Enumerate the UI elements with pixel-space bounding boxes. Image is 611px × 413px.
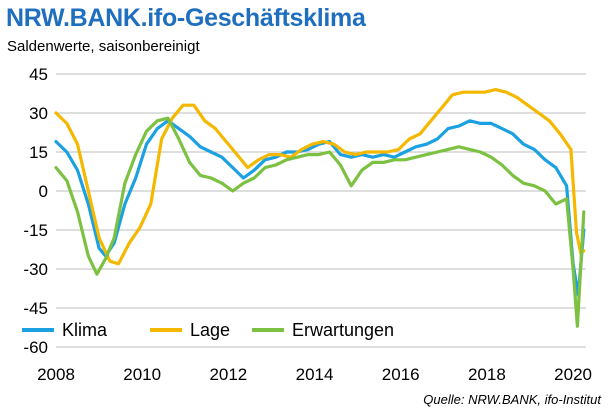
x-tick-label: 2014 — [296, 365, 334, 384]
y-tick-label: 15 — [29, 143, 48, 162]
y-tick-label: 30 — [29, 104, 48, 123]
legend: Klima Lage Erwartungen — [22, 320, 394, 340]
x-axis-ticks: 2008 2010 2012 2014 2016 2018 2020 — [37, 365, 592, 384]
source-note: Quelle: NRW.BANK, ifo-Institut — [423, 392, 601, 407]
x-tick-label: 2016 — [382, 365, 420, 384]
chart-subtitle: Saldenwerte, saisonbereinigt — [7, 38, 200, 55]
y-tick-label: -15 — [23, 221, 48, 240]
legend-label: Klima — [62, 320, 108, 340]
legend-label: Erwartungen — [292, 320, 394, 340]
y-tick-label: 0 — [39, 182, 48, 201]
grid-lines — [56, 73, 586, 348]
y-tick-label: -45 — [23, 299, 48, 318]
x-tick-label: 2008 — [37, 365, 75, 384]
series-lines — [54, 88, 586, 328]
series-line-lage — [54, 88, 586, 266]
series-line-erwartungen — [54, 116, 586, 328]
x-tick-label: 2020 — [554, 365, 592, 384]
legend-label: Lage — [190, 320, 230, 340]
x-tick-label: 2012 — [209, 365, 247, 384]
x-tick-label: 2010 — [123, 365, 161, 384]
y-tick-label: -60 — [23, 338, 48, 357]
chart-title: NRW.BANK.ifo-Geschäftsklima — [6, 4, 366, 32]
y-axis-ticks: 45 30 15 0 -15 -30 -45 -60 — [23, 65, 48, 357]
x-tick-label: 2018 — [468, 365, 506, 384]
y-tick-label: -30 — [23, 260, 48, 279]
y-tick-label: 45 — [29, 65, 48, 84]
